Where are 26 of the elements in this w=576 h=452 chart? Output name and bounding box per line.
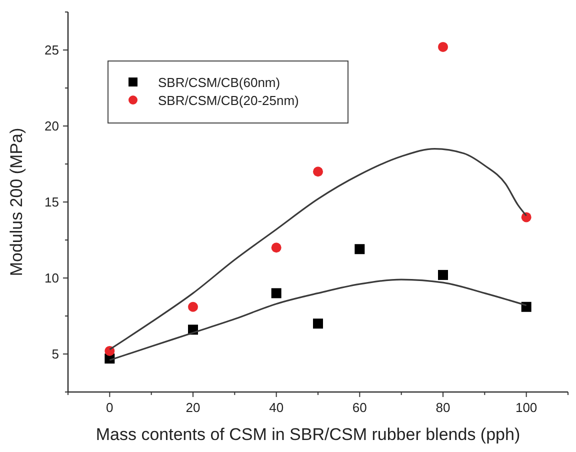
point (521, 302, 532, 312)
legend-label: SBR/CSM/CB(20-25nm) (158, 93, 299, 108)
y-axis-title: Modulus 200 (MPa) (7, 128, 26, 276)
x-tick-label: 80 (436, 400, 450, 415)
y-tick-label: 5 (52, 346, 59, 362)
y-tick-label: 20 (44, 118, 59, 134)
y-tick-label: 10 (44, 270, 59, 286)
point (271, 288, 282, 298)
point (354, 244, 365, 254)
x-tick-label: 40 (269, 400, 284, 415)
point (313, 166, 323, 177)
point (104, 346, 115, 356)
y-tick-label: 25 (44, 42, 59, 58)
x-tick-label: 60 (352, 400, 367, 415)
x-tick-label: 20 (186, 400, 200, 415)
x-tick-label: 0 (106, 400, 114, 415)
point (313, 318, 323, 329)
legend-label: SBR/CSM/CB(60nm) (158, 75, 280, 90)
y-tick-label: 15 (44, 194, 59, 210)
point (438, 42, 448, 52)
x-axis-title: Mass contents of CSM in SBR/CSM rubber blends (pph) (96, 425, 520, 444)
point (188, 302, 198, 312)
point (438, 270, 448, 280)
point (521, 212, 532, 222)
point (271, 242, 282, 253)
x-tick-label: 100 (515, 400, 538, 415)
